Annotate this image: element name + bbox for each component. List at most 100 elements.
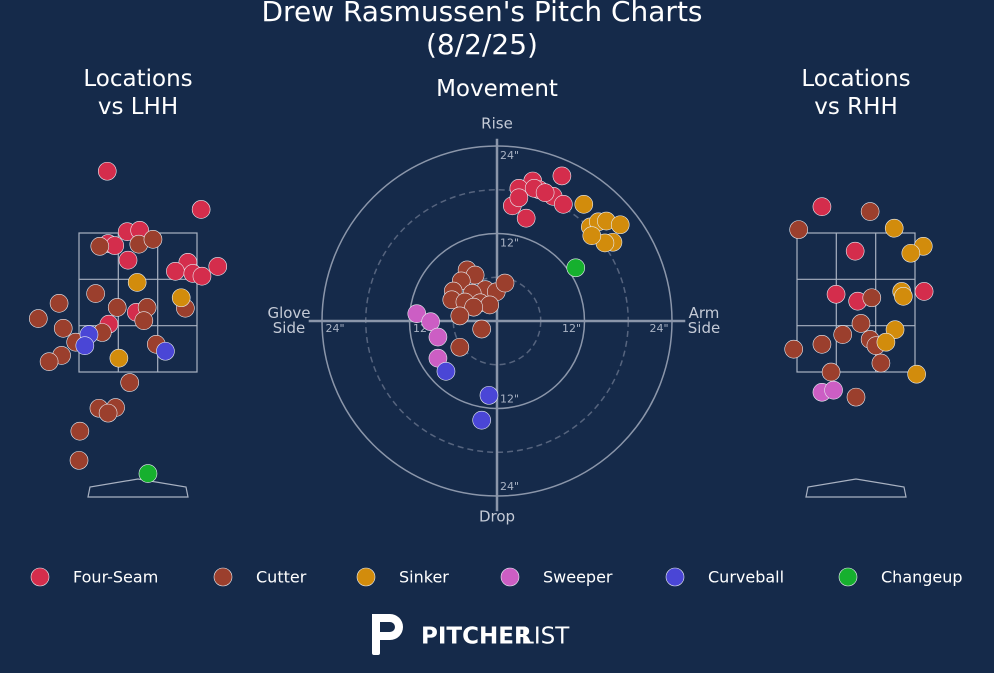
pitch-dot xyxy=(191,200,211,219)
pitch-dot xyxy=(192,266,212,286)
pitch-dot xyxy=(845,241,865,261)
pitch-dot xyxy=(574,195,594,214)
pitch-dot xyxy=(907,364,926,384)
pitch-dot xyxy=(824,380,843,400)
brand-light: LIST xyxy=(521,624,570,650)
ring-label: 12" xyxy=(500,237,519,250)
pitch-dot xyxy=(871,353,891,373)
brand-logo xyxy=(372,614,403,655)
pitch-dot xyxy=(49,294,69,313)
pitch-series xyxy=(109,273,191,368)
axis-label: Rise xyxy=(481,114,513,133)
pitch-dot xyxy=(884,218,904,238)
axis-label: Arm Side xyxy=(687,304,721,337)
pitch-dot xyxy=(134,311,154,330)
axis-label: Glove Side xyxy=(267,304,311,337)
pitch-dot xyxy=(495,273,515,293)
pitch-series xyxy=(442,260,515,357)
pitch-dot xyxy=(86,284,105,303)
pitch-dot xyxy=(812,197,832,216)
legend-marker xyxy=(665,567,685,587)
pitch-series xyxy=(566,258,586,278)
pitch-series xyxy=(75,325,175,361)
pitch-dot xyxy=(552,166,572,186)
pitch-dot xyxy=(120,373,139,392)
legend-label: Sweeper xyxy=(543,568,613,587)
pitch-dot xyxy=(69,451,89,470)
axis-label: Drop xyxy=(478,507,516,526)
pitch-dot xyxy=(833,325,853,344)
pitch-dot xyxy=(171,288,191,308)
legend-label: Changeup xyxy=(881,568,963,587)
pitch-dot xyxy=(480,295,500,315)
pitch-series xyxy=(407,304,448,368)
panel-title: Locations vs RHH xyxy=(801,66,911,120)
pitch-dot xyxy=(846,387,866,407)
pitch-series xyxy=(29,230,195,470)
pitch-dot xyxy=(472,319,491,339)
panel-title: Locations vs LHH xyxy=(83,66,193,120)
pitch-dot xyxy=(821,362,841,382)
ring-label: 24" xyxy=(325,322,344,335)
brand-bold: PITCHER xyxy=(421,624,532,650)
pitch-dot xyxy=(450,306,470,326)
pitch-dot xyxy=(166,262,185,281)
pitch-dot xyxy=(428,327,448,347)
pitch-dot xyxy=(894,287,913,306)
pitch-series xyxy=(436,362,499,430)
ring-label: 12" xyxy=(500,393,519,406)
pitch-dot xyxy=(901,243,921,263)
pitch-dot xyxy=(582,226,602,245)
pitch-dot xyxy=(610,215,630,235)
pitch-series xyxy=(812,380,843,402)
pitch-dot xyxy=(421,312,440,332)
page-title: Drew Rasmussen's Pitch Charts (8/2/25) xyxy=(261,0,703,61)
pitch-dot xyxy=(107,298,127,317)
pitch-dot xyxy=(208,257,228,276)
pitch-dot xyxy=(39,352,59,371)
pitch-dot xyxy=(75,336,95,355)
ring-label: 24" xyxy=(500,149,519,162)
pitch-dot xyxy=(479,386,499,405)
pitch-dot xyxy=(70,421,90,441)
legend-marker xyxy=(356,567,376,587)
legend-label: Cutter xyxy=(256,568,307,587)
pitch-dot xyxy=(127,273,147,292)
pitch-dot xyxy=(860,202,880,221)
legend-label: Four-Seam xyxy=(73,568,158,587)
pitch-dot xyxy=(29,309,48,328)
pitch-dot xyxy=(516,208,536,228)
pitch-dot xyxy=(472,410,491,430)
pitch-dot xyxy=(53,319,73,338)
pitch-dot xyxy=(464,297,483,317)
pitch-series xyxy=(784,202,891,407)
legend-label: Curveball xyxy=(708,568,784,587)
pitch-dot xyxy=(156,341,175,361)
ring-label: 24" xyxy=(649,322,668,335)
ring-label: 24" xyxy=(500,480,519,493)
pitch-dot xyxy=(143,230,163,249)
pitch-series xyxy=(503,166,573,228)
pitch-series xyxy=(97,161,228,334)
pitch-dot xyxy=(98,403,118,423)
panel-title: Movement xyxy=(436,76,558,102)
pitch-series xyxy=(574,195,630,253)
pitch-dot xyxy=(789,220,808,239)
legend-marker xyxy=(838,567,858,587)
legend-marker xyxy=(500,567,520,587)
pitch-dot xyxy=(450,337,470,357)
pitch-dot xyxy=(566,258,586,278)
pitch-dot xyxy=(138,464,158,483)
pitch-dot xyxy=(118,250,138,270)
pitch-series xyxy=(812,197,934,311)
legend-marker xyxy=(213,567,233,587)
pitch-dot xyxy=(876,332,896,352)
pitch-dot xyxy=(826,284,846,304)
pitch-dot xyxy=(784,339,803,359)
ring-label: 12" xyxy=(562,322,581,335)
pitch-dot xyxy=(90,237,110,256)
pitch-dot xyxy=(535,183,555,202)
pitch-dot xyxy=(509,188,529,208)
